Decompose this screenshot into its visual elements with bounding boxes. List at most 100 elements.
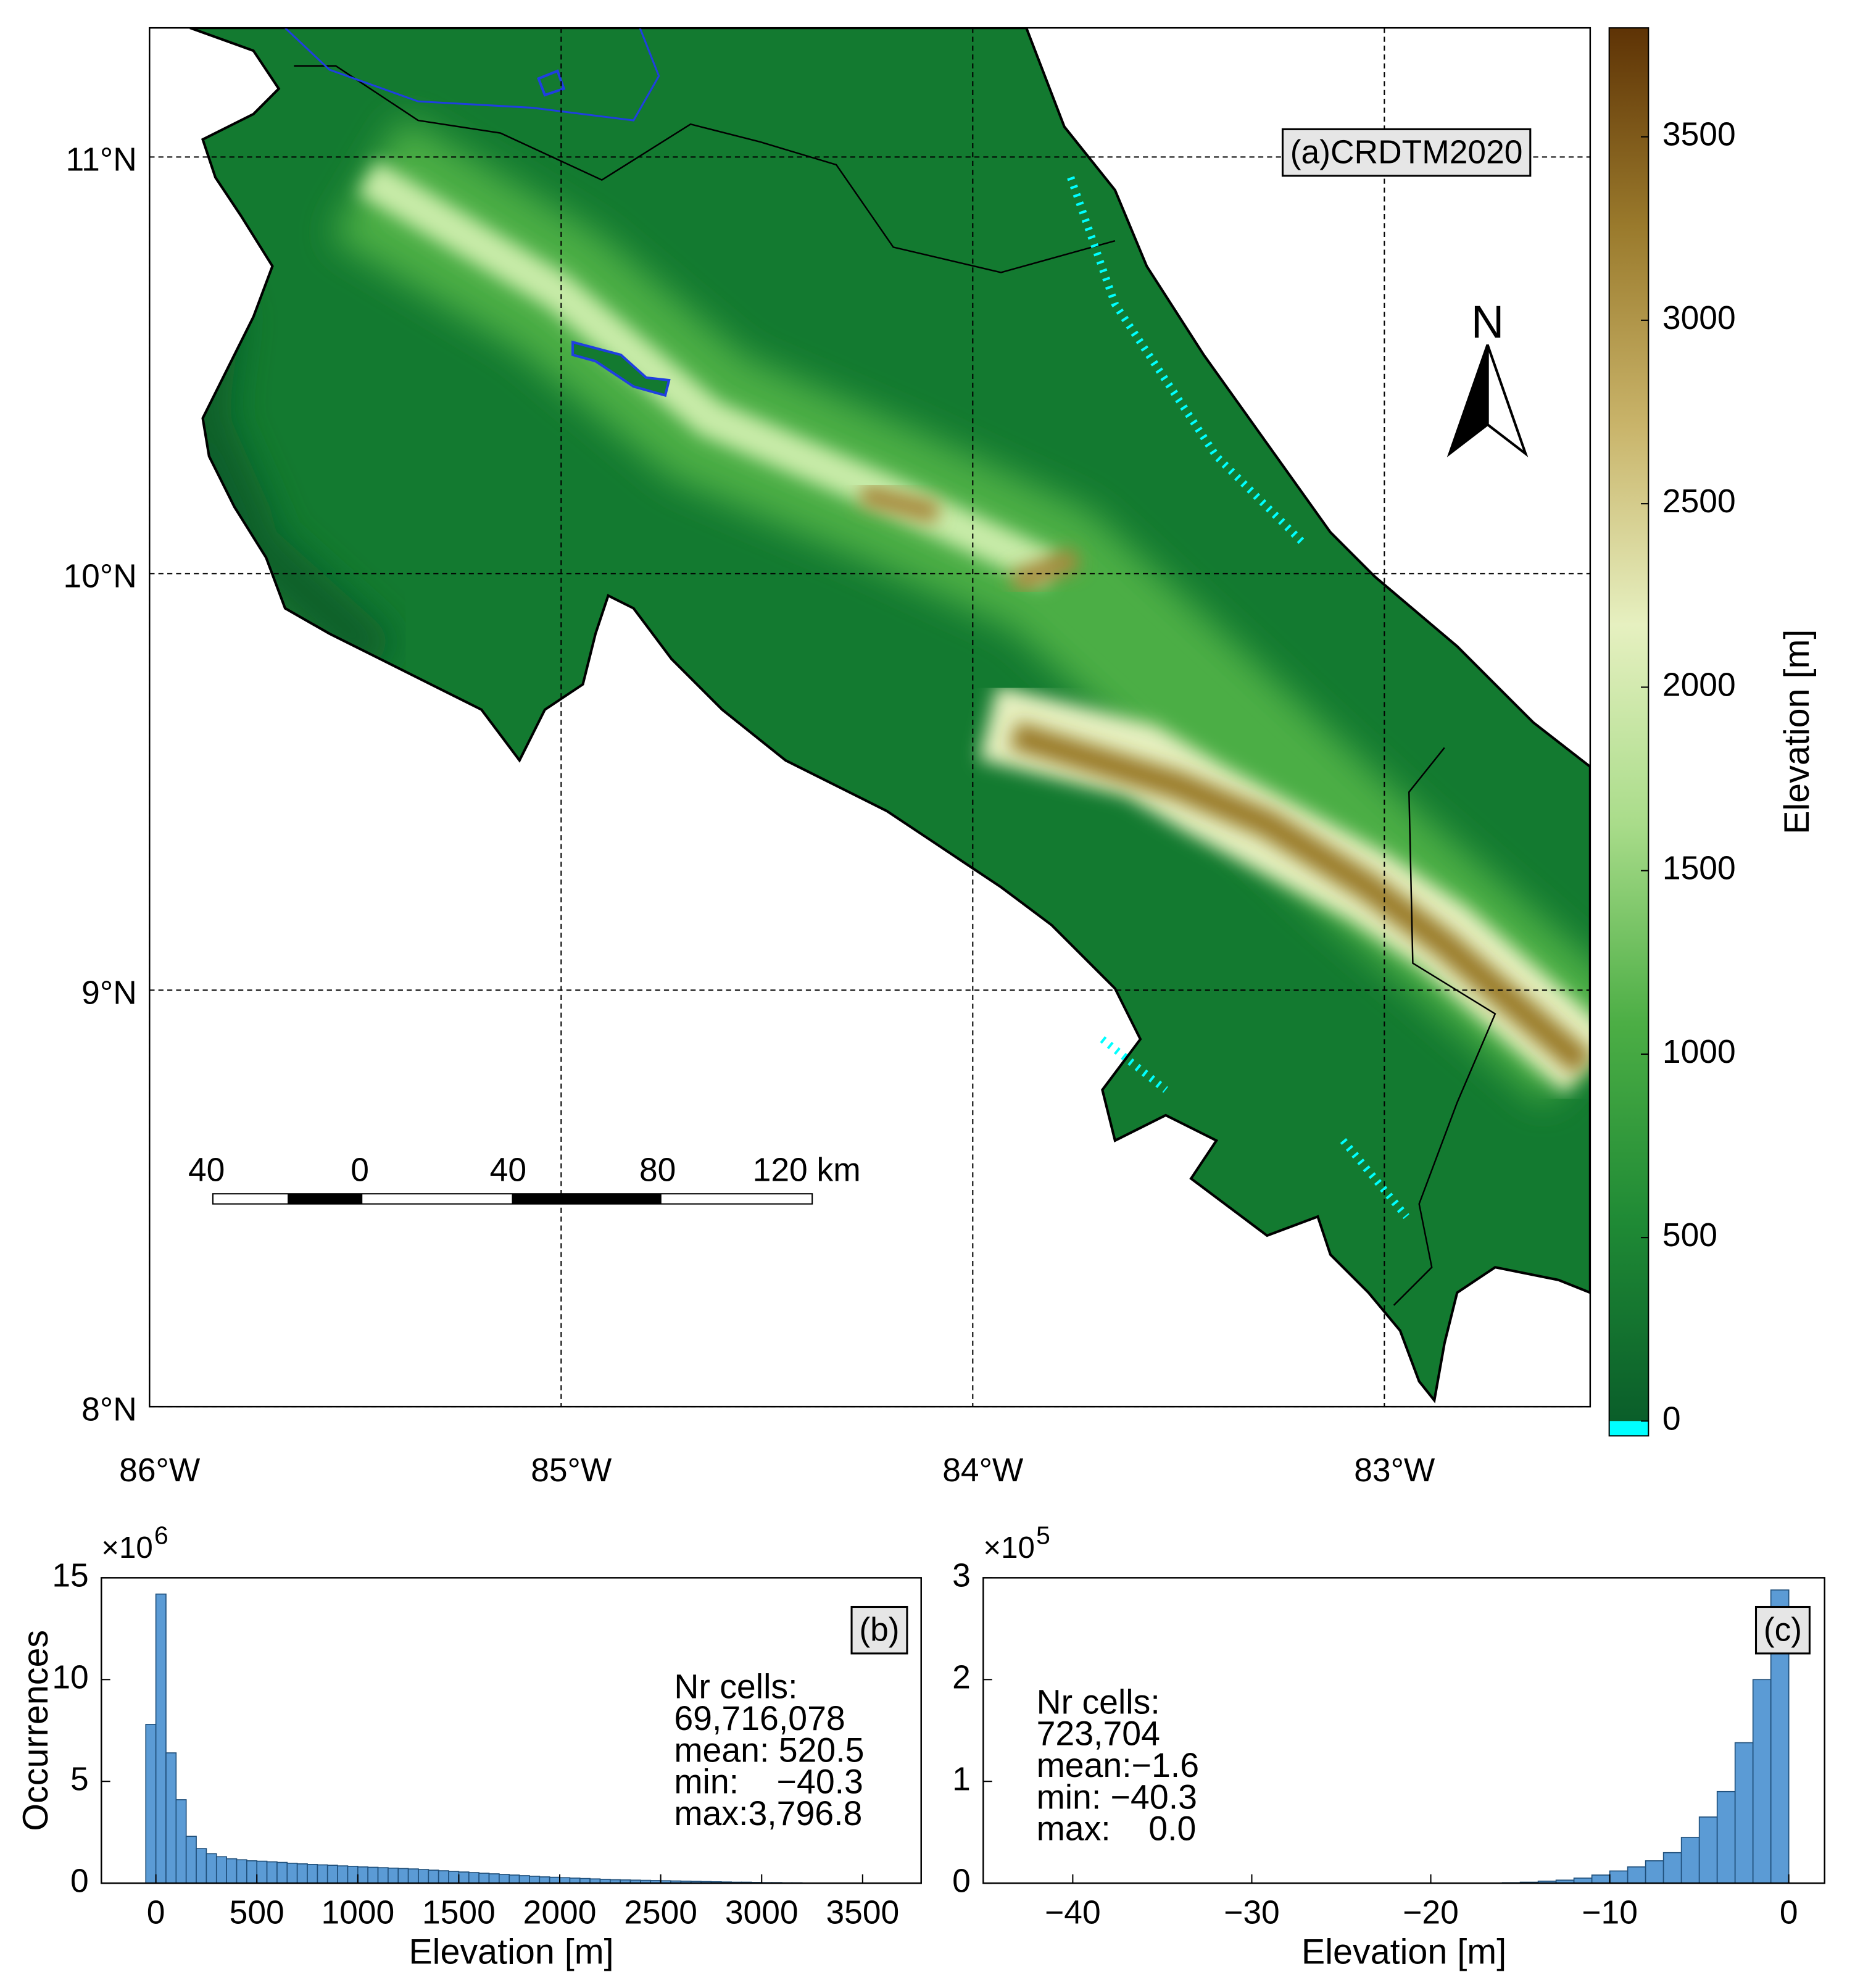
river: [284, 28, 660, 122]
histogram-bar: [357, 1866, 369, 1884]
y-tick-label: 0: [952, 1863, 971, 1899]
x-tick-label: 1500: [422, 1895, 496, 1931]
histogram-bar: [1573, 1878, 1593, 1884]
north-arrow-left: [1446, 344, 1489, 457]
histogram-bar: [276, 1861, 288, 1884]
panel-label-box: [1281, 128, 1532, 177]
histogram-bar: [1591, 1874, 1611, 1884]
histogram-bar: [508, 1874, 520, 1884]
histogram-bar: [559, 1877, 571, 1884]
histogram-bar: [145, 1724, 157, 1884]
y-tick-label: 0: [70, 1863, 89, 1899]
x-axis-label: Elevation [m]: [1301, 1932, 1506, 1971]
axes-frame: [101, 1577, 922, 1884]
y-multiplier: ×10: [983, 1531, 1035, 1565]
histogram-bar: [1698, 1816, 1718, 1884]
x-tick-label: 500: [230, 1895, 284, 1931]
relief: [858, 483, 1082, 594]
colorbar-frame: [1608, 27, 1650, 1437]
x-axis-label: Elevation [m]: [409, 1932, 613, 1971]
histogram-bar: [549, 1876, 560, 1884]
north-arrow: N: [1446, 296, 1529, 457]
histogram-bar: [266, 1861, 278, 1884]
scale-bar-segment: [512, 1194, 662, 1204]
histogram-bar: [337, 1865, 349, 1884]
stats-line: 69,716,078: [674, 1699, 845, 1737]
histogram-bar: [1662, 1852, 1682, 1884]
histogram-bar: [499, 1874, 510, 1884]
panel-label: (c): [1754, 1605, 1811, 1655]
panel-label: (a)CRDTM2020: [1281, 128, 1532, 177]
y-tick-label: 11°N: [65, 142, 136, 178]
stats-line: min: −40.3: [1037, 1778, 1197, 1816]
y-tick-label: 15: [52, 1557, 88, 1594]
histogram-bar: [438, 1870, 449, 1884]
y-tick-label: 5: [70, 1761, 89, 1797]
y-tick-label: 1: [952, 1761, 971, 1797]
panel-label-text: (b): [859, 1612, 899, 1649]
x-tick-label: −30: [1224, 1895, 1280, 1931]
stats-line: Nr cells:: [1037, 1682, 1160, 1721]
y-tick-label: 8°N: [81, 1391, 137, 1428]
histogram-bar: [539, 1876, 550, 1884]
histogram-bar: [326, 1865, 338, 1884]
colorbar-tick-label: 1000: [1662, 1034, 1736, 1070]
histogram-bar: [1716, 1790, 1736, 1884]
histogram-bar: [397, 1868, 409, 1884]
histogram-bar: [286, 1863, 298, 1884]
histogram-bar: [296, 1863, 308, 1884]
histogram-bar: [1734, 1742, 1754, 1884]
panel-label-box: [850, 1605, 908, 1655]
lake: [536, 69, 671, 397]
histogram-bar: [1645, 1860, 1664, 1884]
x-tick-label: 3000: [725, 1895, 799, 1931]
stats-line: mean:−1.6: [1037, 1746, 1199, 1784]
histogram-bar: [1609, 1870, 1629, 1884]
histogram-bar: [196, 1848, 207, 1884]
map-area: [127, 28, 1590, 1400]
y-tick-label: 3: [952, 1557, 971, 1594]
histogram-bar: [1680, 1837, 1700, 1884]
panel-label-box: [1754, 1605, 1811, 1655]
stats-line: 723,704: [1037, 1715, 1160, 1753]
histogram-bar: [317, 1864, 328, 1884]
histogram-bar: [458, 1871, 470, 1884]
y-tick-label: 2: [952, 1659, 971, 1695]
scale-label: 0: [351, 1152, 369, 1188]
x-tick-label: −20: [1403, 1895, 1459, 1931]
histogram-bar: [428, 1869, 439, 1884]
histogram-bar: [478, 1873, 490, 1884]
y-axis-label: Occurrences: [16, 1630, 56, 1831]
histogram-bar: [468, 1872, 479, 1884]
stats-line: Nr cells:: [674, 1668, 797, 1706]
histogram-bar: [347, 1865, 359, 1884]
stats-line: mean: 520.5: [674, 1731, 864, 1769]
histogram-bar: [488, 1873, 500, 1884]
stats-line: max: 0.0: [1037, 1810, 1197, 1848]
histogram-bar: [377, 1867, 389, 1884]
x-tick-label: −40: [1045, 1895, 1101, 1931]
y-multiplier: ×10: [101, 1531, 153, 1565]
histogram-bar: [388, 1867, 399, 1884]
histogram-bar: [185, 1836, 197, 1884]
scale-label: 80: [639, 1152, 676, 1188]
colorbar-tick-label: 3500: [1662, 117, 1736, 153]
scale-bar-segment: [288, 1194, 363, 1204]
histogram-bar: [246, 1860, 258, 1884]
histogram-bar: [529, 1876, 541, 1884]
x-tick-label: 84°W: [942, 1452, 1024, 1489]
stats-line: min: −40.3: [674, 1763, 863, 1801]
border: [294, 65, 1496, 1306]
histogram-bar: [518, 1875, 530, 1884]
y-tick-label: 10: [52, 1659, 88, 1695]
x-tick-label: 1000: [321, 1895, 394, 1931]
x-tick-label: −10: [1582, 1895, 1638, 1931]
scale-label: 40: [188, 1152, 225, 1188]
scale-label: 120 km: [753, 1152, 861, 1188]
histogram-bar: [236, 1859, 247, 1884]
colorbar-tick-label: 3000: [1662, 300, 1736, 336]
scale-label: 40: [490, 1152, 526, 1188]
colorbar-tick-label: 2000: [1662, 667, 1736, 703]
histogram-bar: [226, 1858, 238, 1884]
